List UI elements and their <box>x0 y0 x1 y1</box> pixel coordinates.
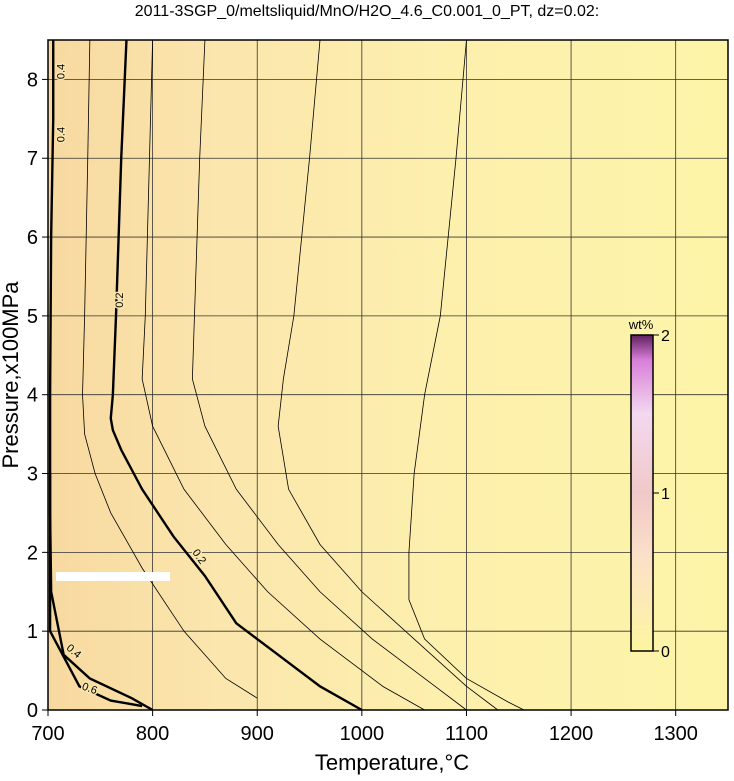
x-tick-label: 1300 <box>653 723 698 745</box>
x-axis-label: Temperature,°C <box>315 750 469 775</box>
y-tick-label: 8 <box>27 69 38 91</box>
x-tick-label: 800 <box>136 723 169 745</box>
contour-line <box>48 473 143 708</box>
x-tick-label: 1000 <box>340 723 385 745</box>
y-tick-label: 4 <box>27 385 38 407</box>
contour-line <box>277 39 499 711</box>
contour-line <box>82 39 258 699</box>
y-tick-label: 5 <box>27 306 38 328</box>
y-tick-label: 6 <box>27 227 38 249</box>
x-tick-label: 1200 <box>549 723 594 745</box>
x-tick-label: 700 <box>31 723 64 745</box>
colorbar-tick-label: 2 <box>661 328 670 345</box>
contour-line <box>141 39 425 711</box>
contour-label: 0.4 <box>56 127 68 142</box>
colorbar <box>630 334 654 652</box>
y-tick-label: 3 <box>27 464 38 486</box>
blank-band <box>56 572 170 581</box>
y-tick-label: 2 <box>27 542 38 564</box>
y-tick-label: 7 <box>27 148 38 170</box>
contour-label: 0.4 <box>56 64 68 79</box>
colorbar-tick-label: 0 <box>661 644 670 661</box>
chart-title: 2011-3SGP_0/meltsliquid/MnO/H2O_4.6_C0.0… <box>135 3 599 20</box>
x-tick-label: 1100 <box>445 723 488 745</box>
contour-line <box>191 39 467 711</box>
contour-label: 0.2 <box>114 292 126 307</box>
plot-background <box>48 40 728 710</box>
x-tick-label: 900 <box>241 723 274 745</box>
plot-frame <box>47 39 729 711</box>
y-tick-label: 0 <box>27 700 38 722</box>
colorbar-label: wt% <box>628 317 654 332</box>
y-axis-label: Pressure,x100MPa <box>0 281 23 469</box>
contour-label-group: 0.2 <box>113 291 128 309</box>
contour-label-group: 0.4 <box>54 62 69 80</box>
y-tick-label: 1 <box>27 621 38 643</box>
contour-line <box>109 39 363 712</box>
colorbar-tick-label: 1 <box>661 486 670 503</box>
contour-label-group: 0.4 <box>54 125 69 143</box>
contour-line <box>408 39 525 711</box>
